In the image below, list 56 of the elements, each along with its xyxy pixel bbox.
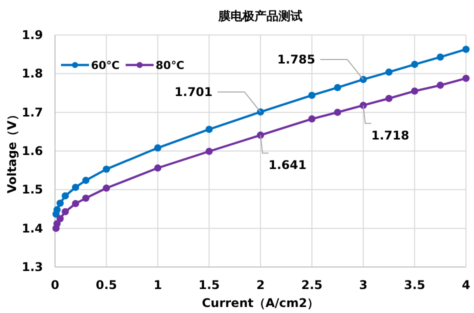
legend-label: 80℃ (156, 59, 184, 72)
point (72, 184, 80, 191)
point (102, 184, 110, 192)
point (385, 68, 393, 76)
y-tick-label: 1.3 (22, 260, 43, 274)
x-axis-title: Current（A/cm2） (202, 296, 320, 310)
data-label: 1.785 (277, 52, 316, 66)
y-axis-title: Voltage（V） (5, 108, 19, 194)
point (360, 76, 367, 84)
x-tick-label: 2.5 (301, 278, 323, 292)
point (206, 126, 213, 133)
point (462, 74, 470, 82)
y-tick-label: 1.9 (22, 28, 43, 42)
point (334, 84, 342, 92)
point (56, 200, 64, 207)
data-label: 1.641 (268, 158, 306, 172)
point (256, 108, 264, 116)
point (411, 87, 418, 95)
y-tick-label: 1.4 (22, 221, 43, 236)
point (308, 92, 316, 99)
point (53, 220, 61, 228)
point (436, 53, 444, 61)
point (154, 144, 162, 152)
y-tick-label: 1.6 (22, 144, 43, 158)
point (308, 115, 316, 123)
point (334, 108, 342, 116)
legend-label: 60℃ (91, 59, 120, 72)
point (360, 102, 367, 109)
x-tick-label: 4 (462, 278, 470, 292)
point (53, 206, 61, 214)
point (62, 208, 69, 216)
chart-title: 膜电极产品测试 (218, 9, 302, 23)
data-label: 1.701 (174, 84, 212, 99)
point (72, 200, 80, 208)
point (411, 60, 418, 68)
x-tick-label: 1 (154, 278, 162, 292)
x-tick-label: 3 (359, 278, 368, 292)
x-tick-label: 0.5 (96, 278, 118, 292)
point (206, 148, 213, 155)
point (102, 166, 110, 173)
point (82, 194, 90, 202)
x-tick-label: 2 (256, 278, 265, 292)
x-tick-label: 3.5 (404, 278, 426, 292)
y-tick-label: 1.7 (22, 105, 43, 120)
point (462, 46, 470, 53)
point (56, 215, 64, 222)
x-tick-label: 1.5 (198, 278, 220, 292)
y-tick-label: 1.5 (22, 182, 43, 197)
point (385, 94, 393, 102)
point (62, 192, 69, 200)
x-tick-label: 0 (50, 278, 60, 292)
point (82, 176, 90, 184)
y-tick-label: 1.8 (22, 66, 43, 81)
data-label: 1.718 (371, 128, 410, 142)
point (436, 82, 444, 89)
point (154, 164, 162, 172)
